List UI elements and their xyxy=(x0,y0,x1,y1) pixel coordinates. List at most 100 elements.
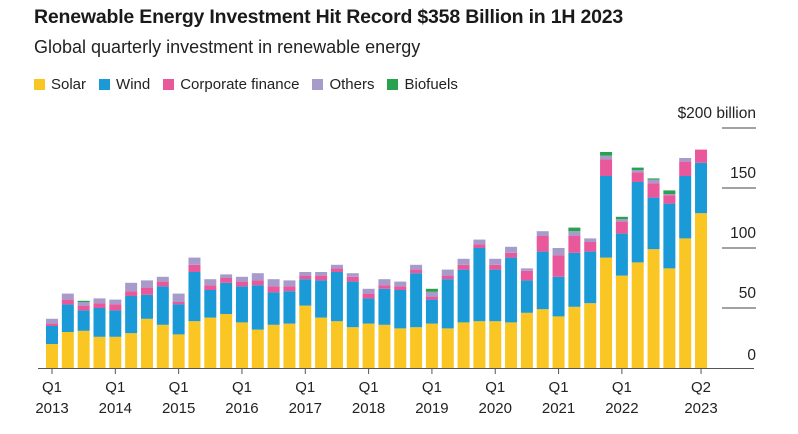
legend-label-biofuels: Biofuels xyxy=(404,76,458,93)
bar-others-q1-2020 xyxy=(489,258,502,265)
bar-wind-q2-2022 xyxy=(631,182,644,263)
bar-others-q4-2018 xyxy=(410,264,423,270)
bar-corporate-finance-q2-2021 xyxy=(568,236,581,253)
x-tick-label-year: 2020 xyxy=(479,400,512,417)
bar-corporate-finance-q1-2017 xyxy=(299,275,312,280)
bar-solar-q1-2021 xyxy=(552,316,565,368)
bar-wind-q3-2022 xyxy=(647,197,660,250)
bar-corporate-finance-q2-2016 xyxy=(251,280,264,286)
legend-label-corporate-finance: Corporate finance xyxy=(180,76,300,93)
legend-label-others: Others xyxy=(329,76,375,93)
bar-corporate-finance-q4-2014 xyxy=(156,281,169,287)
bar-others-q2-2014 xyxy=(125,282,138,292)
bar-wind-q4-2021 xyxy=(600,176,613,258)
bar-corporate-finance-q1-2018 xyxy=(362,293,375,299)
legend-label-wind: Wind xyxy=(116,76,151,93)
bar-solar-q4-2018 xyxy=(410,327,423,368)
bar-others-q3-2020 xyxy=(520,268,533,271)
bar-others-q2-2013 xyxy=(61,293,74,300)
bar-solar-q2-2013 xyxy=(61,332,74,368)
bar-stack-q2-2019 xyxy=(441,269,454,368)
bar-wind-q3-2014 xyxy=(140,294,153,319)
bar-wind-q4-2015 xyxy=(220,282,233,314)
bar-stack-q1-2013 xyxy=(46,318,58,368)
x-tick-label-quarter: Q1 xyxy=(169,379,189,396)
bar-solar-q2-2022 xyxy=(631,262,644,368)
bar-wind-q2-2016 xyxy=(251,285,264,330)
bar-stack-q4-2013 xyxy=(93,298,106,368)
bar-wind-q3-2019 xyxy=(457,269,470,323)
bar-corporate-finance-q1-2021 xyxy=(552,255,565,277)
bar-stack-q2-2023 xyxy=(695,149,708,368)
bar-solar-q1-2017 xyxy=(299,305,312,368)
bar-wind-q1-2022 xyxy=(615,233,628,276)
bar-corporate-finance-q4-2017 xyxy=(346,276,359,282)
bar-corporate-finance-q3-2014 xyxy=(140,287,153,295)
bar-solar-q4-2020 xyxy=(536,309,549,368)
bar-stack-q1-2016 xyxy=(235,276,248,368)
bar-solar-q2-2014 xyxy=(125,333,138,368)
bar-wind-q1-2013 xyxy=(46,326,58,344)
bar-corporate-finance-q1-2022 xyxy=(615,221,628,234)
bar-others-q3-2017 xyxy=(330,264,343,269)
bar-others-q4-2014 xyxy=(156,276,169,282)
y-tick-label-100: 100 xyxy=(730,225,756,242)
x-tick-label-quarter: Q1 xyxy=(485,379,505,396)
bar-stack-q4-2020 xyxy=(536,231,549,368)
x-tick-label-quarter: Q1 xyxy=(232,379,252,396)
bar-stack-q1-2022 xyxy=(615,216,628,368)
bar-stack-q3-2014 xyxy=(140,280,153,368)
bar-others-q4-2019 xyxy=(473,239,486,245)
bar-others-q1-2018 xyxy=(362,288,375,294)
bar-corporate-finance-q3-2015 xyxy=(204,285,217,290)
bar-wind-q2-2014 xyxy=(125,296,138,334)
bar-solar-q3-2020 xyxy=(520,312,533,368)
bar-stack-q1-2021 xyxy=(552,248,565,368)
bar-stack-q1-2018 xyxy=(362,288,375,368)
bar-others-q2-2018 xyxy=(378,279,391,286)
x-tick-label-year: 2021 xyxy=(542,400,575,417)
bar-others-q1-2017 xyxy=(299,272,312,276)
bar-corporate-finance-q4-2019 xyxy=(473,244,486,248)
bar-stack-q1-2017 xyxy=(299,272,312,368)
bar-others-q2-2015 xyxy=(188,257,201,265)
bar-corporate-finance-q2-2019 xyxy=(441,275,454,280)
bar-stack-q2-2021 xyxy=(568,227,581,368)
legend: Solar Wind Corporate finance Others Biof… xyxy=(34,76,471,93)
x-tick-label-year: 2023 xyxy=(684,400,717,417)
bar-solar-q2-2018 xyxy=(378,324,391,368)
bar-stack-q4-2018 xyxy=(410,264,423,368)
bar-solar-q1-2018 xyxy=(362,323,375,368)
bar-wind-q2-2018 xyxy=(378,288,391,325)
bar-stack-q3-2016 xyxy=(267,279,280,368)
bar-wind-q1-2015 xyxy=(172,304,185,335)
bar-stack-q4-2015 xyxy=(220,274,233,368)
bar-wind-q1-2014 xyxy=(109,310,122,337)
bar-others-q1-2019 xyxy=(425,291,438,297)
bar-stack-q4-2022 xyxy=(663,190,676,368)
bar-others-q1-2021 xyxy=(552,248,565,256)
bar-others-q2-2017 xyxy=(315,272,328,276)
y-tick-label-200: $200 billion xyxy=(678,105,756,122)
bar-others-q3-2015 xyxy=(204,279,217,286)
bar-others-q3-2016 xyxy=(267,279,280,287)
bar-stack-q1-2015 xyxy=(172,293,185,368)
bar-solar-q3-2016 xyxy=(267,324,280,368)
y-axis: 0 50 100 150 $200 billion xyxy=(678,105,757,364)
bar-biofuels-q1-2022 xyxy=(615,216,628,220)
bar-corporate-finance-q3-2019 xyxy=(457,264,470,270)
bar-corporate-finance-q1-2013 xyxy=(46,323,58,326)
bar-stack-q2-2014 xyxy=(125,282,138,368)
bar-others-q1-2023 xyxy=(679,158,692,162)
bar-others-q4-2022 xyxy=(663,194,676,196)
legend-item-solar: Solar xyxy=(34,76,86,93)
bar-wind-q4-2022 xyxy=(663,203,676,269)
bar-stack-q1-2023 xyxy=(679,158,692,368)
bar-corporate-finance-q4-2016 xyxy=(283,286,296,292)
bar-solar-q4-2014 xyxy=(156,324,169,368)
bar-solar-q3-2014 xyxy=(140,318,153,368)
bar-wind-q4-2014 xyxy=(156,286,169,325)
bar-stack-q2-2015 xyxy=(188,257,201,368)
bar-others-q3-2018 xyxy=(394,281,407,287)
bar-others-q4-2021 xyxy=(600,155,613,160)
